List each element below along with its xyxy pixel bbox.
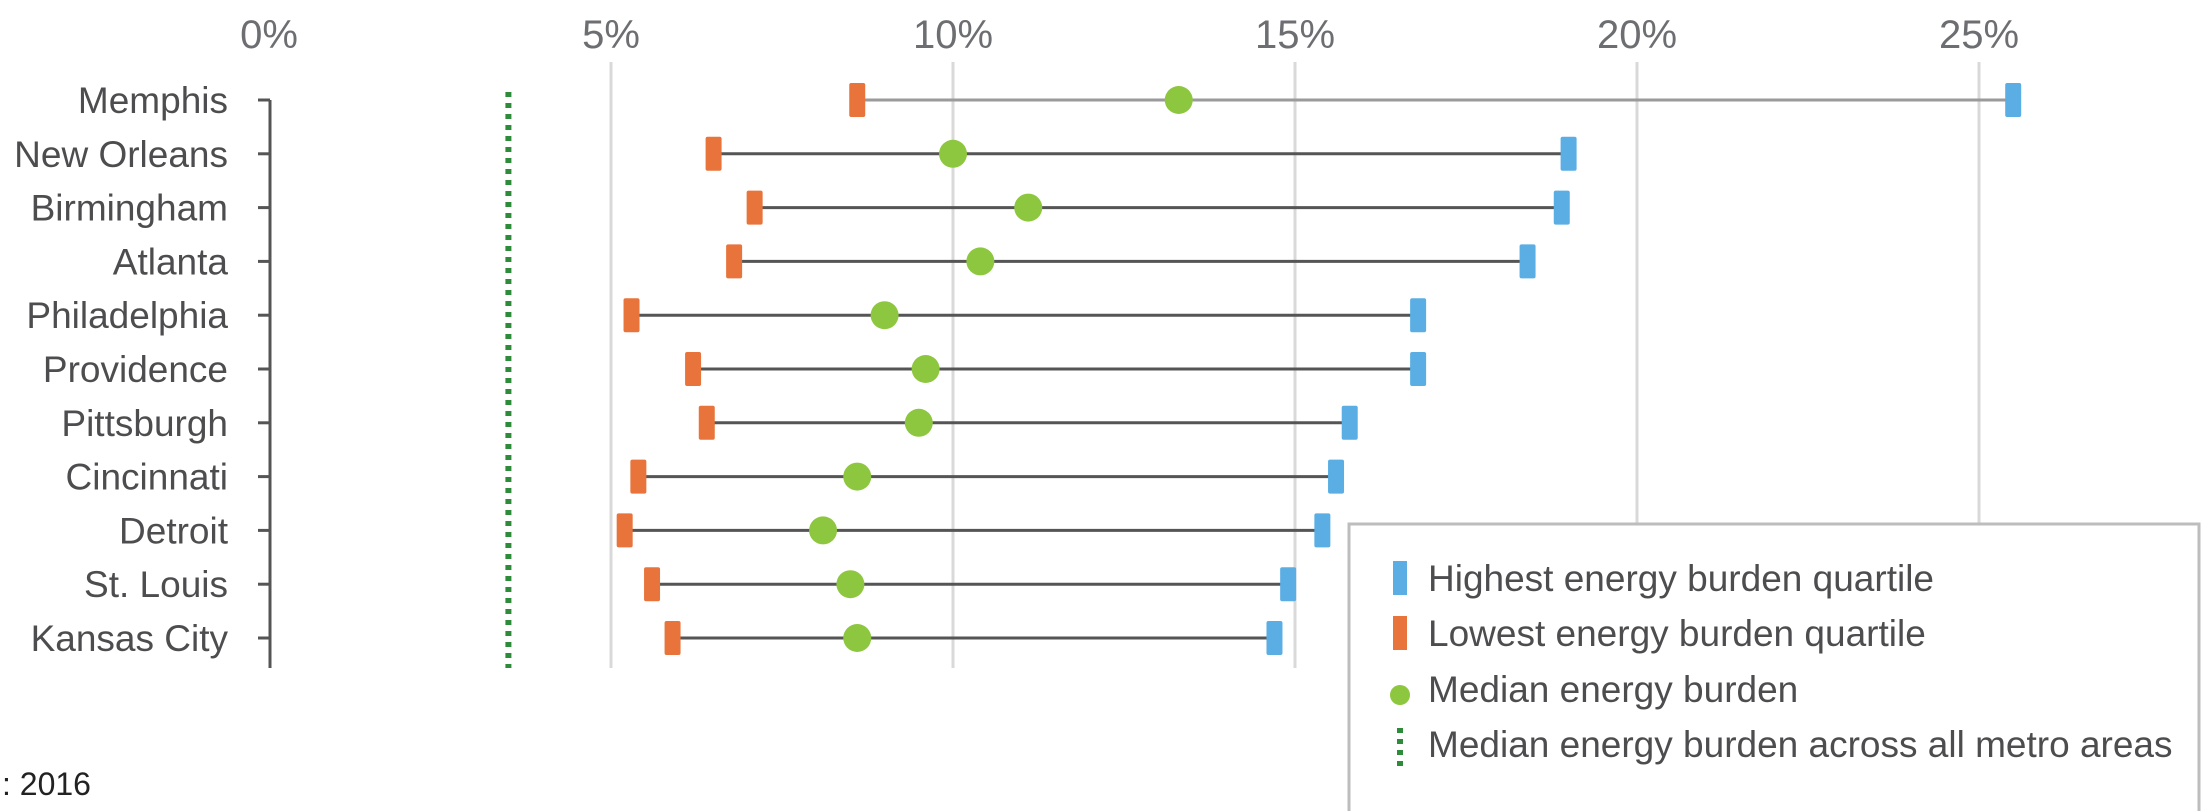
legend-median: Median energy burden [1390,669,1798,710]
legend-label: Median energy burden [1428,669,1798,710]
highest-quartile-marker [1560,136,1577,171]
median-marker [939,139,967,168]
legend-lowest-quartile: Lowest energy burden quartile [1393,613,1926,654]
x-tick-label: 15% [1255,13,1335,57]
median-marker [843,462,872,491]
legend-border [1347,522,2201,811]
city-row: Philadelphia [26,295,1427,336]
median-marker [870,301,899,330]
lowest-quartile-marker [705,136,722,171]
x-tick-label: 0% [240,13,298,57]
city-row: New Orleans [14,134,1577,175]
median-marker [1014,193,1043,222]
highest-quartile-marker [1314,513,1331,548]
highest-quartile-marker [2005,83,2022,117]
y-axis [258,98,272,668]
x-tick-label: 25% [1939,13,2019,57]
highest-quartile-marker [1410,352,1427,386]
lowest-quartile-marker [630,459,647,494]
median-marker [966,247,995,276]
city-label: St. Louis [84,564,228,605]
highest-quartile-marker [1266,621,1283,655]
lowest-quartile-marker [644,567,661,602]
x-tick-labels: 0% 5% 10% 15% 20% 25% [240,13,2019,57]
legend-label: Lowest energy burden quartile [1428,613,1926,654]
footnote: : 2016 [2,766,91,802]
city-label: Birmingham [31,188,228,229]
x-tick-label: 10% [913,13,993,57]
legend-highest-quartile: Highest energy burden quartile [1393,558,1934,599]
legend-swatch [1393,561,1407,595]
lowest-quartile-marker [849,83,866,117]
highest-quartile-marker [1328,459,1345,494]
median-marker [904,408,933,437]
lowest-quartile-marker [746,190,763,225]
city-label: New Orleans [14,134,228,175]
city-label: Memphis [78,80,228,121]
city-row: Providence [43,349,1427,390]
legend-swatch [1390,685,1410,705]
legend-median-all-metro: Median energy burden across all metro ar… [1397,724,2173,766]
legend: Highest energy burden quartile Lowest ene… [1347,522,2201,811]
median-marker [911,355,940,383]
city-label: Detroit [119,510,229,551]
highest-quartile-marker [1519,244,1536,279]
city-label: Pittsburgh [61,403,228,444]
city-row: Detroit [119,510,1331,551]
city-label: Providence [43,349,228,390]
city-row: Birmingham [31,188,1570,229]
median-marker [809,516,838,545]
lowest-quartile-marker [616,513,633,548]
city-label: Kansas City [31,618,229,659]
city-row: Pittsburgh [61,403,1358,444]
lowest-quartile-marker [685,352,702,386]
median-marker [1164,86,1193,114]
legend-label: Median energy burden across all metro ar… [1428,724,2173,765]
lowest-quartile-marker [623,298,640,333]
city-label: Philadelphia [26,295,228,336]
lowest-quartile-marker [698,405,715,440]
legend-background [1348,524,2199,811]
median-marker [836,570,865,599]
highest-quartile-marker [1280,567,1297,602]
city-row: Atlanta [113,241,1536,282]
city-row: Memphis [78,80,2022,121]
city-label: Atlanta [113,241,229,282]
city-rows: Memphis New Orleans Birmingham Atlanta Phila… [14,80,2022,659]
city-row: Cincinnati [66,457,1345,498]
highest-quartile-marker [1553,190,1570,225]
city-label: Cincinnati [66,457,228,498]
x-tick-label: 5% [582,13,640,57]
lowest-quartile-marker [726,244,743,279]
city-row: St. Louis [84,564,1297,605]
legend-label: Highest energy burden quartile [1428,558,1934,599]
lowest-quartile-marker [664,621,681,655]
city-row: Kansas City [31,618,1283,659]
highest-quartile-marker [1410,298,1427,333]
x-tick-label: 20% [1597,13,1677,57]
median-marker [843,624,872,652]
highest-quartile-marker [1341,405,1358,440]
legend-swatch [1393,616,1407,650]
